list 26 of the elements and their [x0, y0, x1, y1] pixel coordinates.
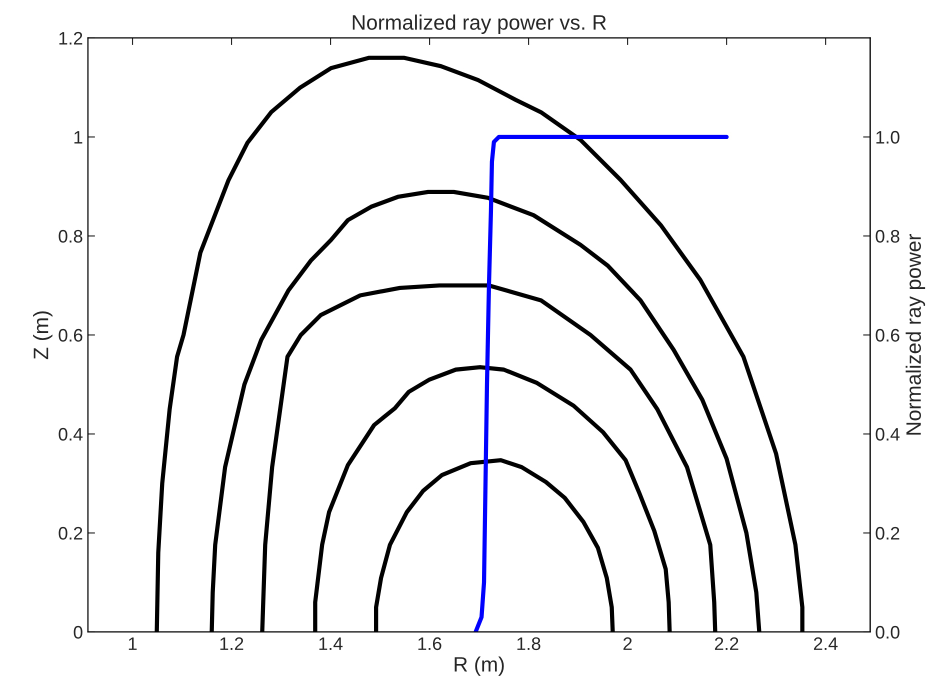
- y-axis-title: Z (m): [33, 311, 52, 360]
- x-tick-label: 1.8: [517, 637, 540, 650]
- y2-tick-label: 0.0: [876, 626, 900, 639]
- x-tick-label: 1.2: [220, 637, 244, 650]
- y2-tick-label: 0.2: [876, 526, 900, 540]
- y2-tick-label: 0.4: [876, 428, 900, 441]
- y-tick-label: 0.8: [58, 230, 82, 243]
- x-tick-label: 1.6: [418, 637, 442, 650]
- x-tick-label: 2.4: [814, 637, 838, 650]
- x-tick-label: 2.2: [714, 637, 738, 650]
- y-tick-label: 0: [74, 626, 82, 639]
- y-tick-label: 0.4: [58, 428, 83, 441]
- line-series: [474, 134, 729, 632]
- chart-title: Normalized ray power vs. R: [352, 14, 606, 34]
- y2-axis-title: Normalized ray power: [906, 234, 926, 435]
- y-tick-label: 1.2: [59, 32, 82, 45]
- x-axis-title: R (m): [454, 656, 504, 676]
- y2-tick-label: 1.0: [876, 130, 900, 144]
- y-tick-label: 0.6: [58, 328, 82, 342]
- x-tick-label: 1: [128, 637, 137, 650]
- y2-tick-label: 0.6: [876, 328, 900, 342]
- y-tick-label: 0.2: [58, 526, 82, 540]
- x-tick-label: 2: [623, 637, 632, 650]
- x-tick-label: 1.4: [319, 637, 343, 650]
- y2-tick-label: 0.8: [876, 230, 900, 243]
- y-tick-label: 1: [74, 131, 82, 144]
